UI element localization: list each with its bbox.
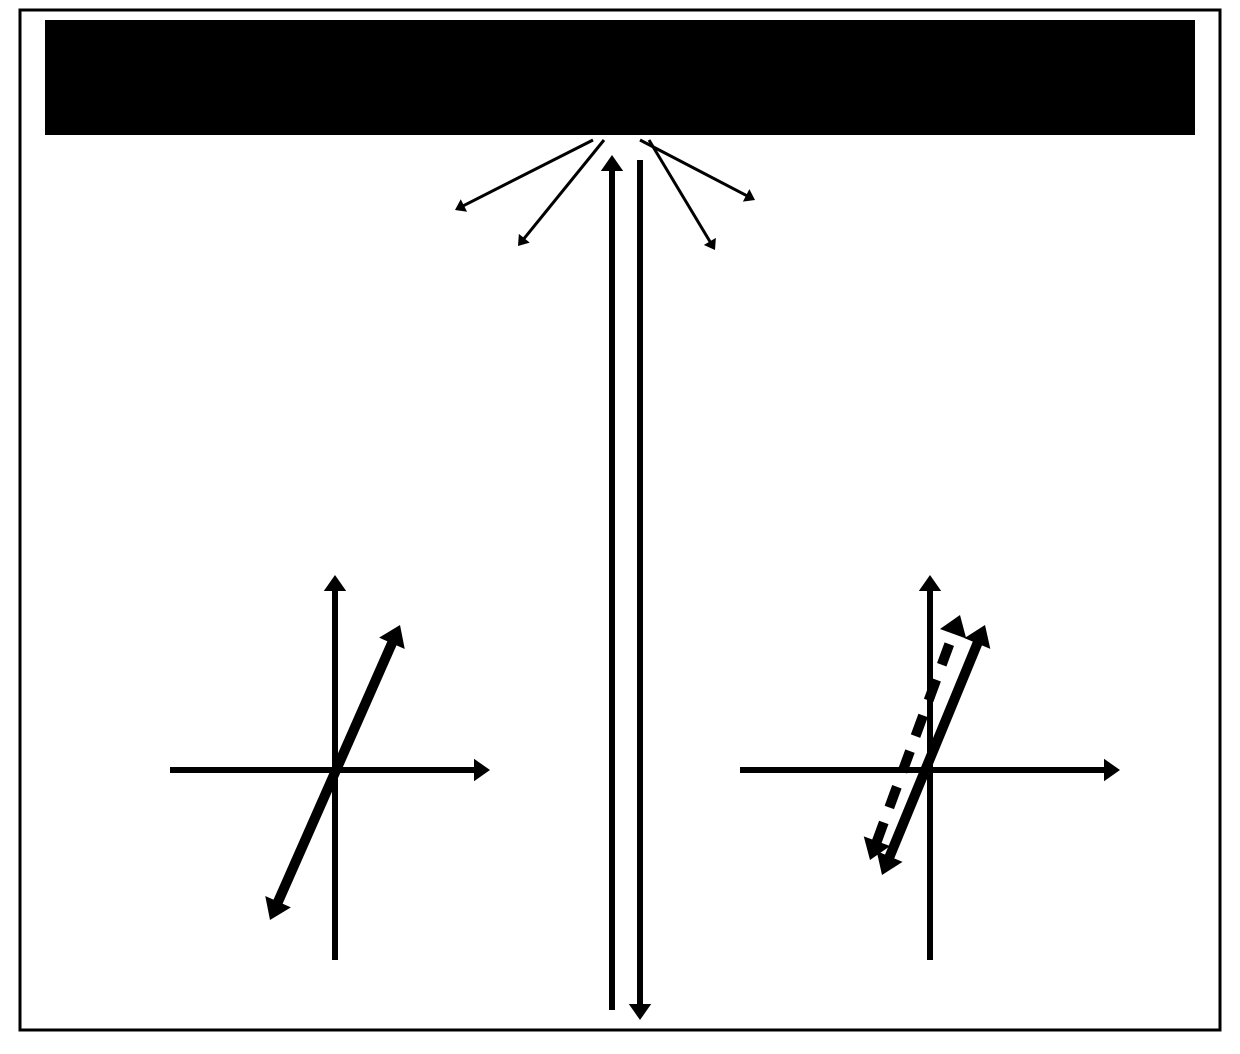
scatter-arrow-3 xyxy=(649,140,716,250)
center-down-arrow xyxy=(629,160,651,1020)
scatter-arrow-0 xyxy=(455,140,593,212)
diagram-border xyxy=(20,10,1220,1030)
center-up-arrow xyxy=(601,155,623,1010)
top-bar xyxy=(45,20,1195,135)
right-diagonal-vector-dashed xyxy=(864,615,966,860)
scatter-arrow-2 xyxy=(640,140,755,202)
right-diagonal-vector-solid xyxy=(877,625,991,875)
